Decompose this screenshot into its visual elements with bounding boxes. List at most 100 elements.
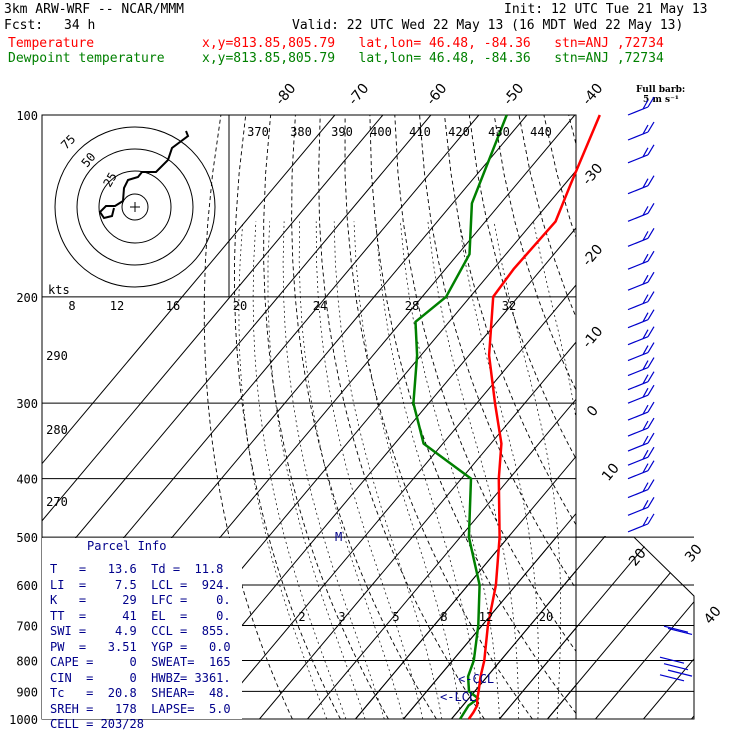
wind-barb — [627, 357, 655, 377]
wind-barb — [627, 326, 655, 346]
lower-isotherm — [451, 536, 694, 719]
parcel-info-row: LI = 7.5 LCL = 924. — [50, 577, 231, 592]
parcel-info-row: TT = 41 EL = 0. — [50, 608, 231, 623]
temperature-tick-label: 10 — [599, 460, 623, 484]
wind-barb — [627, 446, 655, 466]
moist-adiabat — [533, 221, 576, 719]
mixing-ratio-top-label: 28 — [405, 299, 419, 313]
theta-label: 270 — [46, 495, 68, 509]
dry-adiabat — [344, 115, 533, 719]
wind-barb — [627, 496, 655, 516]
theta-e-label: 380 — [290, 125, 312, 139]
theta-e-label: 440 — [530, 125, 552, 139]
wind-barb — [627, 342, 655, 362]
hodograph-units: kts — [48, 283, 70, 297]
barb-legend-title: Full barb: — [636, 85, 686, 95]
dry-adiabat — [291, 115, 437, 719]
dry-adiabat — [419, 115, 576, 590]
lower-isotherm — [355, 536, 694, 719]
lower-isotherm — [499, 536, 694, 719]
temperature-tick-label: 40 — [701, 603, 725, 627]
dry-adiabat — [693, 115, 740, 719]
moist-adiabat — [493, 221, 562, 719]
low-wind-barb — [663, 663, 689, 671]
pressure-label: 100 — [16, 109, 38, 123]
wind-barb — [627, 175, 655, 195]
isotherm — [596, 115, 740, 719]
isotherm — [355, 455, 576, 719]
parcel-info-row: Tc = 20.8 SHEAR= 48. — [50, 686, 231, 700]
lower-isotherm — [595, 536, 694, 719]
moist-adiabat — [333, 221, 443, 719]
wind-barb — [627, 121, 655, 141]
mixing-ratio-label: 20 — [539, 610, 553, 624]
dry-adiabat — [518, 115, 576, 319]
low-wind-barb — [663, 625, 689, 633]
lower-isotherm — [691, 536, 694, 719]
parcel-info-row: CAPE = 0 SWEAT= 165 — [50, 655, 231, 669]
dewpoint-station-info: x,y=813.85,805.79 lat,lon= 46.48, -84.36… — [202, 51, 664, 66]
parcel-info-row: SWI = 4.9 CCL = 855. — [50, 624, 231, 638]
lower-isotherm — [643, 536, 694, 719]
dry-adiabat — [668, 115, 740, 719]
hodograph-label-25: 25 — [100, 170, 119, 190]
isotherm — [403, 512, 576, 719]
temperature-tick-label: -50 — [500, 81, 527, 109]
wind-barb — [627, 513, 655, 533]
moist-adiabat — [298, 221, 404, 719]
dewpoint-profile — [412, 114, 508, 720]
mixing-ratio-top-label: 20 — [233, 299, 247, 313]
low-wind-barb — [659, 656, 685, 664]
parcel-info-rows: T = 13.6 Td = 11.8 LI = 7.5 LCL = 924. K =… — [50, 562, 231, 733]
temperature-tick-label: -80 — [272, 81, 299, 109]
lower-isotherm — [547, 536, 694, 719]
isotherm — [211, 284, 576, 719]
forecast-hours: 34 h — [64, 18, 96, 33]
moist-adiabat — [458, 221, 539, 719]
mixing-ratio-top-label: 32 — [502, 299, 516, 313]
valid-time: Valid: 22 UTC Wed 22 May 13 (16 MDT Wed … — [292, 18, 684, 33]
moist-adiabat — [267, 221, 366, 719]
pressure-label: 200 — [16, 291, 38, 305]
dry-adiabat — [318, 115, 485, 719]
moist-adiabat — [353, 221, 462, 719]
dry-adiabat — [718, 115, 740, 719]
hodograph-ring-25 — [98, 170, 172, 244]
mixing-ratio-top-label: 24 — [313, 299, 327, 313]
moist-adiabat — [282, 221, 385, 719]
temperature-tick-label: -20 — [579, 242, 606, 270]
mixing-ratio-label: 3 — [338, 610, 345, 624]
pressure-label: 500 — [16, 531, 38, 545]
wind-barb — [627, 250, 655, 270]
mixing-ratio-label: 12 — [479, 610, 493, 624]
isotherm — [42, 115, 432, 579]
mixing-ratio-label: 8 — [440, 610, 447, 624]
pressure-label: 400 — [16, 473, 38, 487]
moist-adiabat — [400, 221, 500, 719]
mixed-layer-marker: M — [335, 530, 342, 544]
mixing-ratio-top-label: 12 — [110, 299, 124, 313]
dry-adiabat — [369, 115, 576, 715]
model-title: 3km ARW-WRF -- NCAR/MMM — [4, 2, 185, 17]
theta-label: 280 — [46, 423, 68, 437]
parcel-info-row: CELL = 203/28 — [50, 717, 144, 731]
dry-adiabat — [394, 115, 576, 653]
theta-label: 290 — [46, 349, 68, 363]
hodograph-label-50: 50 — [79, 150, 99, 170]
temperature-legend: Temperature — [8, 36, 95, 51]
dry-adiabat — [263, 115, 389, 719]
dry-adiabat — [493, 115, 576, 392]
dry-adiabat — [543, 115, 576, 239]
wind-barb — [627, 309, 655, 329]
parcel-info-row: K = 29 LFC = 0. — [50, 593, 231, 607]
wind-barb — [627, 203, 655, 222]
wind-barb — [627, 384, 655, 404]
wind-barb — [627, 291, 655, 311]
ccl-marker: <-CCL — [458, 672, 494, 686]
parcel-info-row: PW = 3.51 YGP = 0.0 — [50, 639, 231, 654]
parcel-info-row: SREH = 178 LAPSE= 5.0 — [50, 701, 231, 716]
moist-adiabat — [375, 221, 481, 719]
lower-wind-barbs — [659, 625, 693, 682]
mixing-ratio-top-label: 16 — [166, 299, 180, 313]
isotherm — [644, 115, 740, 719]
